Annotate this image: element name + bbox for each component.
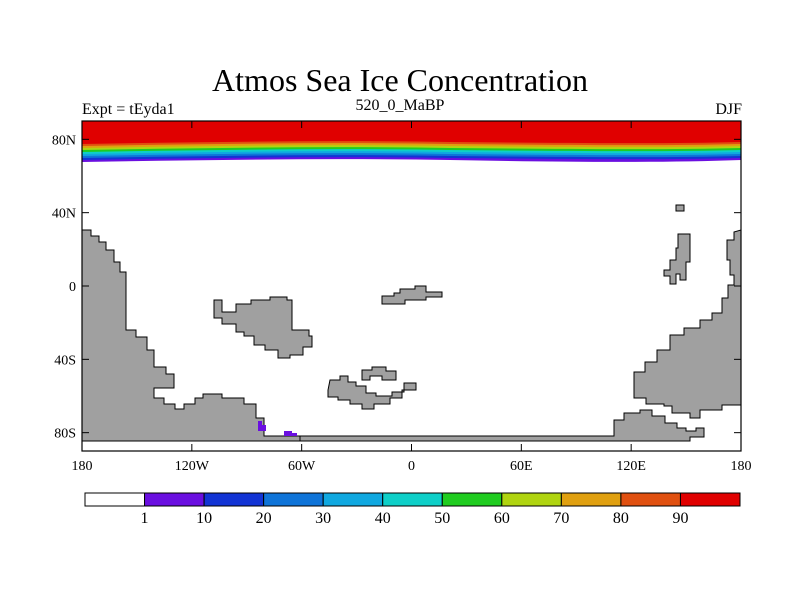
land-western-continent	[82, 229, 301, 442]
lat-tick-label: 80S	[54, 427, 76, 442]
land-eastern-island-chain	[663, 233, 691, 285]
ocean-area	[82, 121, 741, 451]
colorbar-box	[501, 492, 562, 507]
lon-tick-label: 120W	[175, 459, 210, 474]
colorbar-box	[203, 492, 265, 507]
land-masses	[82, 204, 741, 442]
lon-tick-label: 0	[408, 459, 415, 474]
land-small-islet	[675, 204, 685, 212]
land-mid-ocean-landmass	[213, 296, 313, 359]
colorbar-label: 40	[375, 510, 391, 527]
colorbar-label: 20	[256, 510, 272, 527]
land-equatorial-island	[381, 285, 443, 305]
lat-tick-label: 40N	[52, 207, 76, 222]
map-title: Atmos Sea Ice Concentration	[212, 62, 588, 98]
colorbar-label: 1	[141, 510, 149, 527]
colorbar-label: 50	[434, 510, 450, 527]
lat-tick-label: 40S	[54, 353, 76, 368]
land-southern-island-west	[327, 375, 417, 410]
colorbar-box	[84, 492, 146, 507]
season-label: DJF	[715, 101, 742, 118]
colorbar-box	[679, 492, 741, 507]
colorbar: 1 10 20 30 40 50 60 70 80 90	[84, 492, 741, 527]
colorbar-box	[322, 492, 384, 507]
lon-tick-label: 180	[72, 459, 93, 474]
colorbar-label: 10	[196, 510, 212, 527]
colorbar-label: 90	[672, 510, 688, 527]
lat-tick-label: 80N	[52, 133, 76, 148]
colorbar-box	[382, 492, 443, 507]
colorbar-label: 30	[315, 510, 331, 527]
ice-band-90	[82, 121, 741, 144]
southern-ice-patch-west	[258, 421, 266, 431]
colorbar-label: 80	[613, 510, 629, 527]
lon-tick-label: 180	[731, 459, 752, 474]
lon-tick-label: 60W	[288, 459, 316, 474]
southern-ice-patch-east	[284, 431, 297, 436]
colorbar-label: 70	[553, 510, 569, 527]
colorbar-box	[144, 492, 205, 507]
lat-tick-label: 0	[69, 280, 76, 295]
longitude-axis: 180 120W 60W 0 60E 120E 180	[72, 121, 752, 474]
colorbar-box	[263, 492, 324, 507]
sea-ice-bands	[82, 121, 741, 162]
latitude-axis: 80N 40N 0 40S 80S	[52, 133, 741, 442]
land-southern-island-east	[361, 366, 397, 381]
experiment-label: Expt = tEyda1	[82, 101, 175, 118]
period-label: 520_0_MaBP	[355, 97, 445, 114]
land-antarctic-shelf	[299, 409, 705, 442]
colorbar-box	[560, 492, 622, 507]
lon-tick-label: 120E	[616, 459, 646, 474]
colorbar-label: 60	[494, 510, 510, 527]
colorbar-box	[441, 492, 503, 507]
land-eastern-continent	[633, 229, 741, 419]
lon-tick-label: 60E	[510, 459, 533, 474]
colorbar-box	[620, 492, 681, 507]
